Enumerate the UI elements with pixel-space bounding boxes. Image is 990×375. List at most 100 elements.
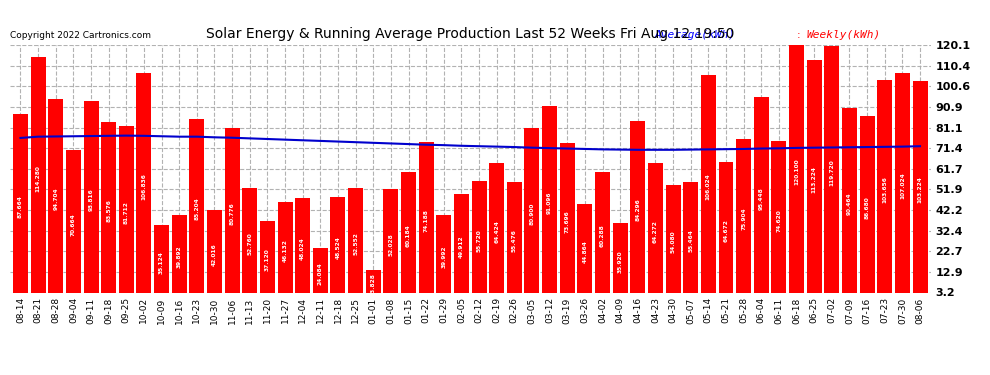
Text: 80.900: 80.900 xyxy=(530,202,535,225)
Bar xyxy=(595,172,610,299)
Bar xyxy=(771,141,786,299)
Bar xyxy=(260,220,275,299)
Bar xyxy=(277,202,293,299)
Text: Weekly(kWh): Weekly(kWh) xyxy=(806,30,880,40)
Bar xyxy=(331,196,346,299)
Bar xyxy=(701,75,716,299)
Text: 119.720: 119.720 xyxy=(830,159,835,186)
Text: 44.864: 44.864 xyxy=(582,240,587,263)
Text: 83.576: 83.576 xyxy=(106,200,111,222)
Text: 39.992: 39.992 xyxy=(442,246,446,268)
Bar xyxy=(137,73,151,299)
Text: Average(kWh): Average(kWh) xyxy=(654,30,736,40)
Text: 113.224: 113.224 xyxy=(812,166,817,193)
Bar xyxy=(753,97,769,299)
Bar xyxy=(807,60,822,299)
Bar xyxy=(647,163,663,299)
Text: 86.680: 86.680 xyxy=(864,196,869,219)
Text: 64.272: 64.272 xyxy=(653,220,658,243)
Text: :: : xyxy=(797,30,801,40)
Text: 80.776: 80.776 xyxy=(230,202,235,225)
Text: 85.204: 85.204 xyxy=(194,198,199,220)
Bar xyxy=(348,188,363,299)
Text: 52.028: 52.028 xyxy=(388,233,393,256)
Bar xyxy=(101,122,116,299)
Text: 106.024: 106.024 xyxy=(706,174,711,200)
Bar xyxy=(577,204,592,299)
Bar xyxy=(313,248,328,299)
Bar xyxy=(13,114,28,299)
Bar xyxy=(719,162,734,299)
Text: 74.188: 74.188 xyxy=(424,209,429,232)
Bar xyxy=(631,121,645,299)
Text: 60.184: 60.184 xyxy=(406,224,411,247)
Bar xyxy=(895,73,910,299)
Bar xyxy=(507,182,522,299)
Bar xyxy=(913,81,928,299)
Text: 60.288: 60.288 xyxy=(600,224,605,247)
Bar xyxy=(737,139,751,299)
Bar xyxy=(189,119,204,299)
Bar xyxy=(401,172,416,299)
Bar xyxy=(383,189,398,299)
Text: 55.464: 55.464 xyxy=(688,229,693,252)
Text: 39.892: 39.892 xyxy=(177,246,182,268)
Bar xyxy=(171,215,187,299)
Text: 24.084: 24.084 xyxy=(318,262,323,285)
Text: 75.904: 75.904 xyxy=(742,208,746,230)
Bar xyxy=(842,108,857,299)
Text: 84.296: 84.296 xyxy=(636,199,641,221)
Text: 42.016: 42.016 xyxy=(212,243,217,266)
Bar xyxy=(225,128,240,299)
Text: 35.920: 35.920 xyxy=(618,250,623,273)
Text: 107.024: 107.024 xyxy=(900,172,905,200)
Bar xyxy=(471,181,486,299)
Bar xyxy=(859,116,874,299)
Text: 48.024: 48.024 xyxy=(300,237,305,260)
Text: 70.664: 70.664 xyxy=(71,213,76,236)
Text: 52.552: 52.552 xyxy=(353,232,358,255)
Text: 55.476: 55.476 xyxy=(512,229,517,252)
Text: 106.836: 106.836 xyxy=(142,173,147,200)
Bar xyxy=(789,45,804,299)
Bar xyxy=(119,126,134,299)
Text: 73.696: 73.696 xyxy=(564,210,570,232)
Text: 54.080: 54.080 xyxy=(670,231,675,254)
Bar xyxy=(154,225,169,299)
Bar xyxy=(613,223,628,299)
Text: 52.760: 52.760 xyxy=(248,232,252,255)
Bar xyxy=(207,210,222,299)
Text: 103.656: 103.656 xyxy=(882,176,887,203)
Text: 55.720: 55.720 xyxy=(476,229,481,252)
Text: 91.096: 91.096 xyxy=(547,192,552,214)
Text: 48.524: 48.524 xyxy=(336,237,341,260)
Bar xyxy=(665,185,680,299)
Bar xyxy=(454,194,469,299)
Text: 74.620: 74.620 xyxy=(776,209,781,232)
Text: 81.712: 81.712 xyxy=(124,201,129,224)
Bar xyxy=(437,214,451,299)
Bar xyxy=(365,270,381,299)
Bar xyxy=(489,163,504,299)
Bar xyxy=(419,142,434,299)
Text: 90.464: 90.464 xyxy=(847,192,852,215)
Bar xyxy=(559,143,575,299)
Text: 87.664: 87.664 xyxy=(18,195,23,218)
Text: 120.100: 120.100 xyxy=(794,159,799,186)
Text: 46.132: 46.132 xyxy=(282,239,287,262)
Text: 95.448: 95.448 xyxy=(758,187,763,210)
Text: 37.120: 37.120 xyxy=(265,249,270,272)
Bar xyxy=(525,128,540,299)
Title: Solar Energy & Running Average Production Last 52 Weeks Fri Aug 12 19:50: Solar Energy & Running Average Productio… xyxy=(206,27,735,41)
Text: 103.224: 103.224 xyxy=(918,177,923,204)
Bar xyxy=(66,150,81,299)
Text: 94.704: 94.704 xyxy=(53,188,58,210)
Text: 114.280: 114.280 xyxy=(36,165,41,192)
Text: 64.424: 64.424 xyxy=(494,220,499,243)
Text: 13.828: 13.828 xyxy=(370,273,376,296)
Bar xyxy=(83,100,99,299)
Bar xyxy=(825,46,840,299)
Bar xyxy=(683,182,698,299)
Bar xyxy=(243,188,257,299)
Text: 49.912: 49.912 xyxy=(459,235,464,258)
